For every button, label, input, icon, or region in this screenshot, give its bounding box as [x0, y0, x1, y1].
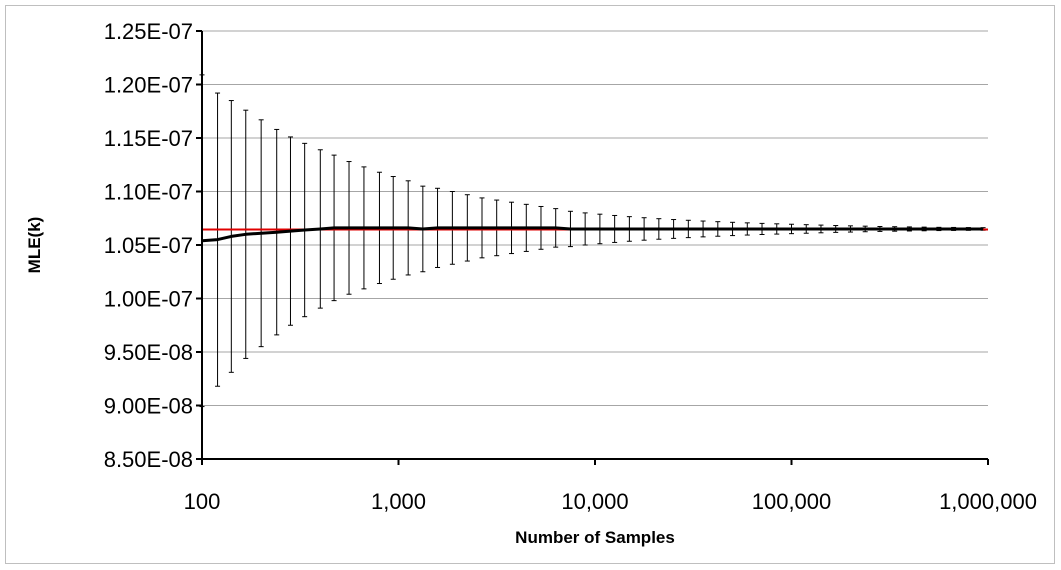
y-tick-label: 1.10E-07 [104, 180, 193, 205]
x-tick-label: 1,000 [371, 489, 426, 514]
x-tick-label: 1,000,000 [939, 489, 1037, 514]
y-tick-label: 1.20E-07 [104, 73, 193, 98]
y-tick-label: 1.00E-07 [104, 287, 193, 312]
axes [196, 30, 989, 465]
estimate-line [201, 226, 984, 243]
y-axis-title: MLE(k) [25, 217, 44, 274]
y-tick-label: 1.15E-07 [104, 126, 193, 151]
y-tick-label: 1.05E-07 [104, 233, 193, 258]
y-tick-label: 8.50E-08 [104, 447, 193, 472]
y-tick-label: 9.50E-08 [104, 340, 193, 365]
tick-labels: 8.50E-08 9.00E-08 9.50E-08 1.00E-07 1.05E-07… [104, 19, 1037, 514]
y-tick-label: 9.00E-08 [104, 394, 193, 419]
gridlines [202, 30, 988, 406]
x-tick-label: 10,000 [561, 489, 628, 514]
x-tick-label: 100 [184, 489, 221, 514]
error-bars [199, 74, 986, 408]
x-tick-label: 100,000 [752, 489, 832, 514]
chart-area [5, 5, 1055, 564]
series-lines [201, 226, 988, 243]
x-axis-title: Number of Samples [515, 528, 675, 547]
y-tick-label: 1.25E-07 [104, 19, 193, 44]
